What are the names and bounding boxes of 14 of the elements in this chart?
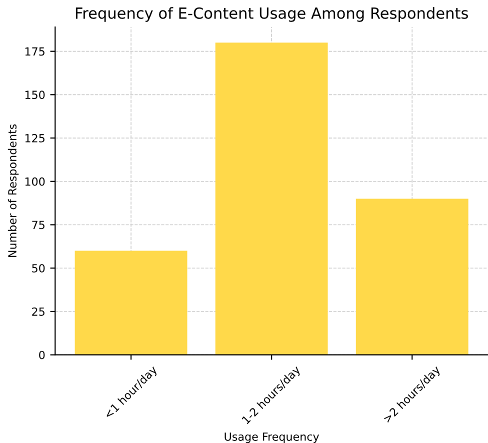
y-tick-label: 75	[32, 220, 44, 230]
bar	[74, 250, 188, 355]
x-axis-title: Usage Frequency	[224, 432, 320, 443]
y-tick-label: 100	[25, 177, 45, 186]
bar	[356, 198, 468, 355]
chart-title: Frequency of E-Content Usage Among Respondents	[76, 7, 468, 22]
y-tick-label: 50	[32, 264, 45, 272]
y-tick-label: 150	[25, 90, 45, 100]
y-tick-label: 125	[25, 134, 44, 142]
y-tick-label: 25	[32, 307, 44, 316]
y-tick-label: 175	[25, 47, 44, 56]
y-axis-title: Number of Respondents	[8, 124, 19, 257]
y-tick-label: 0	[39, 350, 45, 360]
bar	[215, 42, 328, 355]
